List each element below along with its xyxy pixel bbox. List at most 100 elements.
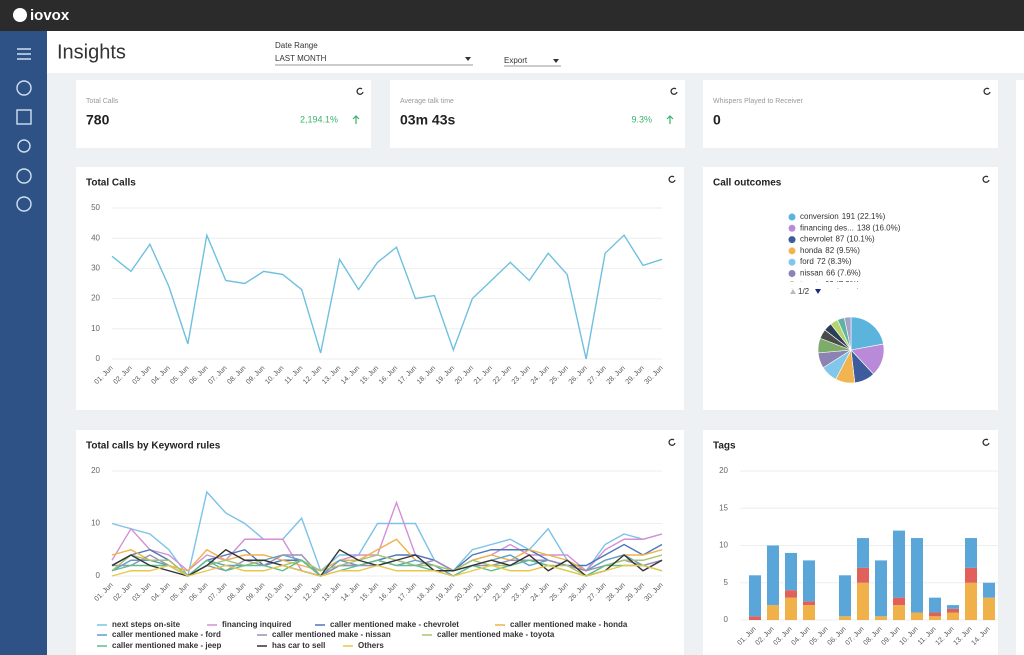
kpi-change: 2,194.1%	[300, 114, 338, 124]
date-range-select[interactable]: LAST MONTH	[275, 54, 327, 63]
bar-segment	[983, 582, 995, 598]
bar-segment	[785, 552, 797, 591]
y-tick-label: 0	[724, 615, 729, 624]
legend-label[interactable]: caller mentioned make - honda	[510, 620, 628, 629]
help-icon[interactable]	[16, 168, 32, 184]
legend-label[interactable]: nissan 66 (7.6%)	[800, 269, 861, 278]
legend-swatch	[788, 258, 796, 266]
bar-segment	[857, 567, 869, 583]
legend-label[interactable]: next steps on-site	[112, 620, 181, 629]
menu-icon[interactable]	[17, 48, 31, 60]
account-icon[interactable]	[16, 196, 32, 212]
legend-swatch	[788, 224, 796, 232]
card	[76, 80, 371, 148]
bar-segment	[893, 605, 905, 620]
data-line	[111, 232, 663, 360]
legend-label[interactable]: financing inquired	[222, 620, 291, 629]
refresh-icon[interactable]	[983, 87, 991, 95]
legend-name: financing des...	[800, 223, 854, 232]
legend-name: honda	[800, 246, 823, 255]
legend-label[interactable]: caller mentioned make - ford	[112, 630, 221, 639]
bar-segment	[947, 605, 959, 609]
kpi-value: 0	[713, 112, 721, 128]
refresh-icon[interactable]	[670, 87, 678, 95]
legend-label[interactable]: ford 72 (8.3%)	[800, 257, 852, 266]
y-tick-label: 20	[91, 294, 100, 303]
top-bar	[0, 0, 1024, 31]
legend-label[interactable]: caller mentioned make - toyota	[437, 630, 555, 639]
legend-fade	[780, 282, 920, 288]
legend-value: 191 (22.1%)	[842, 212, 886, 221]
settings-icon[interactable]	[17, 139, 31, 153]
dropdown-arrow[interactable]	[465, 57, 471, 61]
data-line	[111, 564, 663, 577]
y-tick-label: 0	[96, 571, 101, 580]
refresh-icon[interactable]	[356, 87, 364, 95]
bar-segment	[911, 612, 923, 620]
up-arrow	[666, 115, 674, 124]
data-line	[111, 548, 663, 577]
date-range-label: Date Range	[275, 41, 318, 50]
bar-segment	[965, 567, 977, 583]
bar-segment	[785, 597, 797, 620]
export-button[interactable]: Export	[504, 56, 528, 65]
refresh-icon[interactable]	[668, 438, 676, 446]
reports-icon[interactable]	[16, 109, 32, 125]
panel-title: Tags	[713, 441, 736, 452]
y-tick-label: 10	[91, 519, 100, 528]
bar-segment	[875, 560, 887, 617]
card	[76, 430, 684, 655]
legend-label[interactable]: caller mentioned make - nissan	[272, 630, 391, 639]
dropdown-arrow[interactable]	[553, 59, 559, 63]
legend-label[interactable]: conversion 191 (22.1%)	[800, 212, 886, 221]
page-prev[interactable]	[790, 289, 796, 294]
legend-label[interactable]: honda 82 (9.5%)	[800, 246, 860, 255]
kpi-change: 9.3%	[631, 114, 652, 124]
refresh-icon[interactable]	[668, 175, 676, 183]
legend-label[interactable]: Others	[358, 641, 384, 650]
header	[47, 31, 1024, 73]
bar-segment	[839, 616, 851, 620]
y-tick-label: 20	[719, 466, 728, 475]
legend-value: 66 (7.6%)	[826, 269, 861, 278]
legend-value: 82 (9.5%)	[825, 246, 860, 255]
bar-segment	[965, 582, 977, 620]
y-tick-label: 0	[96, 354, 101, 363]
legend-name: chevrolet	[800, 235, 833, 244]
kpi-label: Total Calls	[86, 98, 119, 105]
page-next[interactable]	[815, 289, 821, 294]
y-tick-label: 30	[91, 264, 100, 273]
bar-segment	[965, 538, 977, 568]
kpi-value: 03m 43s	[400, 112, 455, 128]
legend-name: conversion	[800, 212, 839, 221]
bar-segment	[803, 601, 815, 606]
kpi-label: Average talk time	[400, 98, 454, 105]
refresh-icon[interactable]	[982, 175, 990, 183]
legend-swatch	[788, 247, 796, 255]
refresh-icon[interactable]	[982, 438, 990, 446]
legend-label[interactable]: caller mentioned make - chevrolet	[330, 620, 459, 629]
calls-icon[interactable]	[16, 80, 32, 96]
data-line	[111, 500, 663, 577]
legend-page: 1/2	[798, 287, 810, 296]
sidebar-icons[interactable]	[16, 48, 32, 212]
legend-label[interactable]: has car to sell	[272, 641, 325, 650]
bar-segment	[839, 575, 851, 617]
pie-slice	[843, 316, 852, 351]
bar-segment	[785, 590, 797, 598]
legend-label[interactable]: financing des... 138 (16.0%)	[800, 223, 901, 232]
page-title: Insights	[57, 41, 126, 63]
y-tick-label: 5	[724, 578, 729, 587]
legend-name: nissan	[800, 269, 823, 278]
bar-segment	[749, 575, 761, 617]
sidebar	[0, 31, 47, 655]
legend-label[interactable]: caller mentioned make - jeep	[112, 641, 221, 650]
bar-segment	[767, 545, 779, 606]
bar-segment	[929, 612, 941, 617]
bar-segment	[875, 616, 887, 620]
card	[703, 430, 998, 655]
y-tick-label: 20	[91, 466, 100, 475]
legend-label[interactable]: chevrolet 87 (10.1%)	[800, 235, 875, 244]
y-tick-label: 10	[91, 324, 100, 333]
